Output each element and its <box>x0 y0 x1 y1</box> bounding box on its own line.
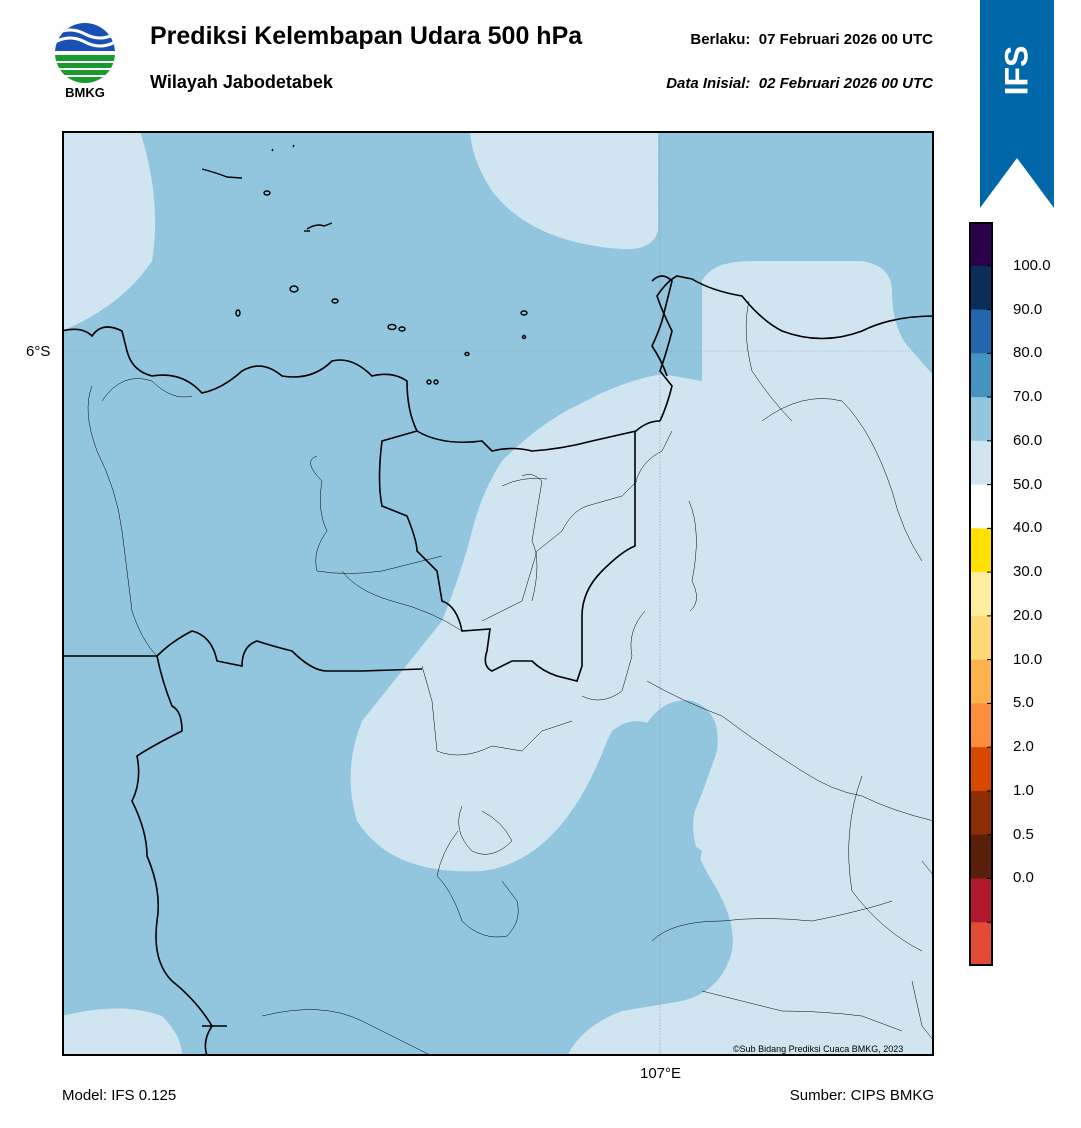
logo-text: BMKG <box>65 85 105 100</box>
map-credit: ©Sub Bidang Prediksi Cuaca BMKG, 2023 <box>733 1044 904 1054</box>
colorbar-tick-label: 50.0 <box>1013 475 1043 493</box>
colorbar-segment <box>969 615 993 661</box>
colorbar-tick-label: 40.0 <box>1013 519 1043 537</box>
colorbar-frame <box>969 222 993 966</box>
init-label: Data Inisial: <box>666 75 751 92</box>
colorbar-tick-label: 20.0 <box>1013 606 1043 624</box>
colorbar-tick-label: 2.0 <box>1013 738 1034 756</box>
colorbar-segment <box>969 790 993 836</box>
ribbon-label: IFS <box>998 45 1035 95</box>
colorbar <box>969 222 993 966</box>
colorbar-segment <box>969 747 993 792</box>
colorbar-tick-label: 100.0 <box>1013 256 1051 274</box>
colorbar-segment <box>969 309 993 354</box>
colorbar-segment <box>969 703 993 748</box>
coastline-jakarta-bay <box>651 275 673 377</box>
colorbar-segment <box>969 572 993 617</box>
colorbar-tick-label: 30.0 <box>1013 563 1043 581</box>
humidity-50-60-area-topleft <box>62 131 156 331</box>
colorbar-segment <box>969 222 993 267</box>
latitude-label: 6°S <box>26 343 51 360</box>
boundary-west-banten <box>131 655 213 1056</box>
boundary-banten <box>378 430 636 682</box>
colorbar-segment <box>969 484 993 529</box>
colorbar-tick-label: 90.0 <box>1013 300 1043 318</box>
colorbar-tick-label: 1.0 <box>1013 781 1034 799</box>
district-boundaries <box>87 300 934 1056</box>
humidity-50-60-area-topcenter <box>470 131 658 250</box>
colorbar-segment <box>969 878 993 923</box>
humidity-50-60-area-main <box>350 261 934 1056</box>
colorbar-segment <box>969 440 993 486</box>
init-value: 02 Februari 2026 00 UTC <box>758 75 933 92</box>
valid-time: Berlaku: 07 Februari 2026 00 UTC <box>690 31 933 48</box>
colorbar-segment <box>969 922 993 966</box>
colorbar-tick-label: 0.0 <box>1013 869 1034 887</box>
bmkg-logo <box>55 23 115 83</box>
boundary-jabar-south <box>62 630 423 672</box>
colorbar-tick-label: 5.0 <box>1013 694 1034 712</box>
map-frame <box>62 131 934 1056</box>
page-title: Prediksi Kelembapan Udara 500 hPa <box>150 22 583 50</box>
colorbar-tick-label: 60.0 <box>1013 431 1043 449</box>
colorbar-segment <box>969 528 993 573</box>
model-info: Model: IFS 0.125 <box>62 1087 177 1104</box>
thousand-islands <box>201 144 528 385</box>
colorbar-segment <box>969 265 993 311</box>
humidity-50-60-area-bottomleft <box>62 1008 182 1056</box>
coastline-east <box>656 275 934 422</box>
longitude-label: 107°E <box>640 1065 682 1082</box>
init-time: Data Inisial: 02 Februari 2026 00 UTC <box>666 75 933 92</box>
colorbar-segment <box>969 834 993 879</box>
colorbar-tick-label: 80.0 <box>1013 344 1043 362</box>
colorbar-segment <box>969 659 993 704</box>
coastline-west <box>62 326 661 452</box>
valid-label: Berlaku: <box>690 31 751 48</box>
valid-value: 07 Februari 2026 00 UTC <box>758 31 933 48</box>
humidity-map <box>62 131 934 1056</box>
humidity-60-70-blob <box>612 700 733 1011</box>
colorbar-tick-label: 70.0 <box>1013 388 1043 406</box>
colorbar-tick-label: 10.0 <box>1013 650 1043 668</box>
source-info: Sumber: CIPS BMKG <box>789 1087 934 1104</box>
ifs-ribbon <box>980 0 1054 208</box>
colorbar-segment <box>969 353 993 398</box>
colorbar-tick-label: 0.5 <box>1013 825 1034 843</box>
region-subtitle: Wilayah Jabodetabek <box>150 72 333 92</box>
province-boundaries <box>62 275 934 1056</box>
colorbar-segment <box>969 397 993 442</box>
